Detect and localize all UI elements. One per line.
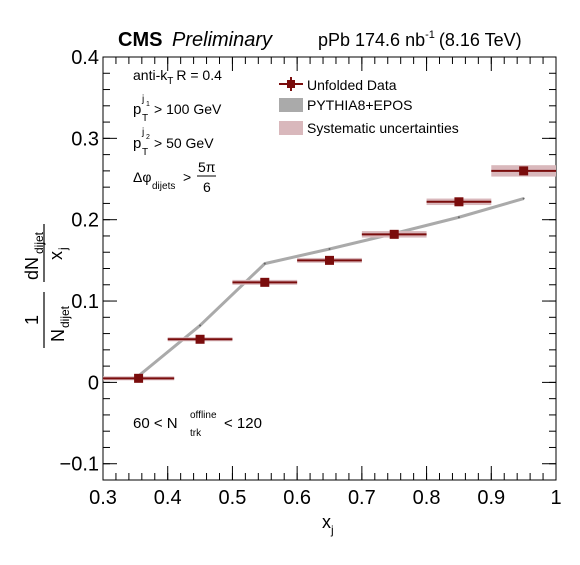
y-label-one: 1 (22, 315, 42, 325)
pt2-sub: T (142, 147, 148, 158)
legend-mc-swatch (279, 98, 303, 112)
mc-point (457, 216, 460, 219)
y-label-dn: dN (22, 257, 42, 280)
pt2-cut: p j 2 T > 50 GeV (133, 127, 214, 158)
mc-series (137, 197, 525, 378)
x-tick-label: 0.5 (219, 487, 247, 509)
x-tick-label: 1 (550, 487, 561, 509)
legend-data-marker (279, 77, 303, 91)
x-tick-label: 0.8 (413, 487, 441, 509)
pt1-value: > 100 GeV (154, 101, 222, 117)
mc-point (199, 324, 202, 327)
pt1-sup: j (141, 94, 144, 105)
pt1-sub: T (142, 113, 148, 124)
y-axis-label: 1 N dijet dN dijet x j (22, 224, 72, 348)
dphi-relation: > (183, 169, 191, 185)
y-label-dn-sub: dijet (32, 231, 46, 254)
legend-data-label: Unfolded Data (307, 77, 397, 93)
mc-point (328, 247, 331, 250)
y-tick-label: 0.3 (71, 128, 99, 150)
pt2-supsub: 2 (146, 134, 150, 141)
pt1-symbol: p (133, 101, 141, 118)
legend-mc-label: PYTHIA8+EPOS (307, 97, 412, 113)
multiplicity-range: 60 < N offline trk < 120 (133, 410, 262, 439)
mult-low: 60 < N (133, 415, 178, 432)
cms-label: CMS (118, 29, 162, 51)
mult-high: < 120 (224, 415, 262, 432)
y-tick-label: −0.1 (60, 454, 99, 476)
data-point (134, 373, 144, 383)
pt2-symbol: p (133, 135, 141, 152)
mc-point (263, 262, 266, 265)
y-tick-label: 0.1 (71, 291, 99, 313)
data-series (103, 165, 556, 383)
dphi-symbol: Δφ (133, 169, 151, 185)
legend-syst-label: Systematic uncertainties (307, 120, 459, 136)
mult-sup: offline (190, 410, 217, 421)
legend-syst-swatch (279, 121, 303, 135)
data-point (454, 197, 464, 207)
axis-ticks (102, 56, 557, 481)
y-label-n: N (48, 329, 68, 342)
pt1-supsub: 1 (146, 101, 150, 108)
y-tick-label: 0.2 (71, 210, 99, 232)
x-tick-label: 0.9 (477, 487, 505, 509)
tick-labels: 0.3 0.4 0.5 0.6 0.7 0.8 0.9 1 −0.1 0 0.1 0.2 0.3 0.4 (60, 47, 562, 509)
pt1-cut: p j 1 T > 100 GeV (133, 94, 222, 124)
y-tick-label: 0 (88, 372, 99, 394)
mc-point (522, 197, 525, 200)
data-point (325, 255, 334, 265)
data-point (519, 166, 529, 176)
x-tick-label: 0.4 (154, 487, 182, 509)
dphi-sub: dijets (152, 181, 175, 192)
y-label-n-sub: dijet (58, 305, 72, 328)
y-tick-label: 0.4 (71, 47, 99, 69)
legend: Unfolded Data PYTHIA8+EPOS Systematic un… (279, 77, 459, 136)
pt2-sup: j (141, 127, 144, 138)
x-axis-label: xj (322, 512, 334, 537)
x-tick-label: 0.3 (89, 487, 117, 509)
mc-band-line (137, 197, 525, 378)
data-point (195, 334, 205, 344)
mult-sub: trk (190, 428, 202, 439)
pt2-value: > 50 GeV (154, 135, 214, 151)
dphi-numerator: 5π (198, 159, 216, 175)
data-point (389, 229, 399, 239)
dphi-denominator: 6 (203, 179, 211, 195)
x-tick-label: 0.7 (348, 487, 376, 509)
y-label-x-sub: j (56, 247, 70, 251)
preliminary-label: Preliminary (172, 29, 273, 51)
data-point (260, 277, 270, 287)
y-label-x: x (46, 251, 66, 260)
dataset-label: pPb 174.6 nb-1 (8.16 TeV) (318, 29, 522, 50)
legend-data-square (287, 80, 295, 88)
dphi-cut: Δφ dijets > 5π 6 (133, 159, 216, 195)
jet-algorithm-label: anti-kT R = 0.4 (133, 67, 222, 87)
x-tick-label: 0.6 (283, 487, 311, 509)
